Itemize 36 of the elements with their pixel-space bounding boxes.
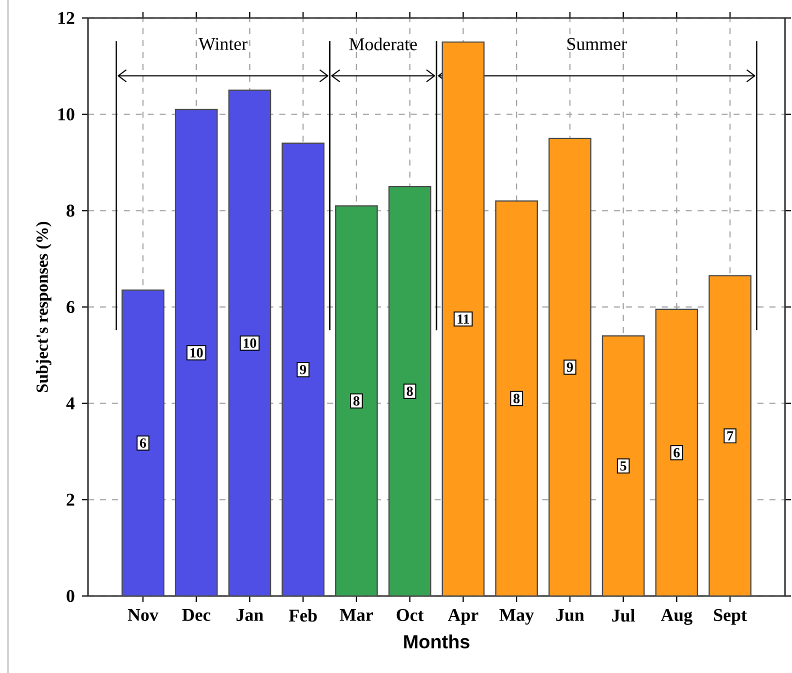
x-tick-label: Mar bbox=[340, 609, 373, 621]
x-tick-label: Jan bbox=[236, 609, 264, 621]
x-tick-label: Aug bbox=[660, 609, 692, 625]
data-label: 10 bbox=[244, 338, 256, 348]
data-label: 9 bbox=[566, 362, 573, 372]
x-axis-title: Months bbox=[404, 634, 470, 648]
y-tick-label: 0 bbox=[66, 590, 74, 602]
data-label: 11 bbox=[458, 314, 470, 324]
y-axis-title: Subject's responses (%) bbox=[36, 222, 52, 392]
data-label: 5 bbox=[620, 461, 626, 471]
x-tick-label: Dec bbox=[182, 609, 210, 621]
data-label: 9 bbox=[300, 364, 306, 374]
y-tick-label: 8 bbox=[66, 204, 74, 217]
x-tick-label: Feb bbox=[288, 609, 317, 622]
data-label: 7 bbox=[727, 431, 734, 440]
y-tick-label: 12 bbox=[58, 12, 74, 24]
y-tick-label: 10 bbox=[58, 108, 74, 120]
x-tick-label: Jul bbox=[612, 609, 635, 622]
y-tick-label: 6 bbox=[66, 300, 74, 314]
data-label: 8 bbox=[514, 394, 520, 404]
annotation: Winter bbox=[198, 38, 248, 50]
x-tick-label: Sept bbox=[714, 609, 747, 625]
x-tick-label: May bbox=[499, 609, 534, 625]
y-tick-label: 2 bbox=[66, 494, 74, 506]
annotation: Summer bbox=[567, 38, 627, 50]
y-tick-label: 4 bbox=[66, 397, 75, 410]
data-label: 10 bbox=[190, 348, 203, 358]
data-label: 8 bbox=[406, 386, 413, 396]
x-tick-label: Oct bbox=[396, 609, 424, 622]
x-tick-label: Nov bbox=[128, 609, 158, 621]
data-label: 6 bbox=[674, 448, 680, 458]
x-tick-label: Jun bbox=[556, 609, 584, 621]
data-label: 8 bbox=[353, 396, 360, 406]
data-label: 6 bbox=[140, 438, 146, 448]
x-tick-label: Apr bbox=[448, 609, 478, 625]
annotation: Moderate bbox=[349, 38, 417, 50]
